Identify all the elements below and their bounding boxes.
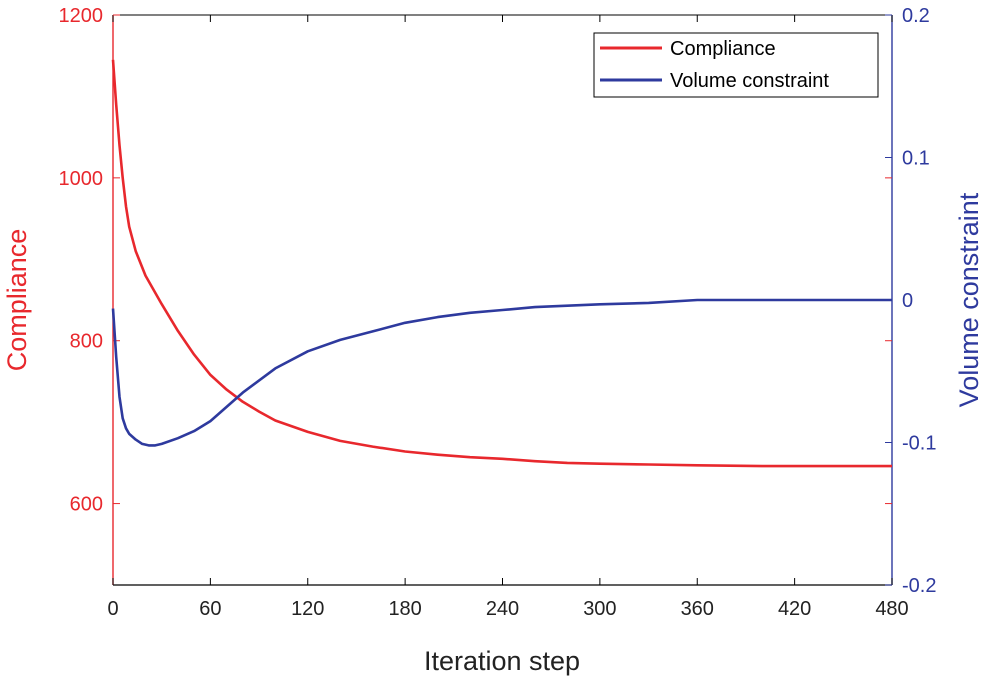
right-y-tick-label: 0.1 [902, 148, 930, 170]
series-line-compliance [111, 59, 892, 468]
right-y-axis-title: Volume constraint [954, 192, 984, 407]
legend-box [593, 32, 879, 98]
x-tick-label: 480 [875, 598, 908, 620]
right-y-axis: -0.2 -0.1 0 0.1 0.2 [885, 5, 936, 597]
x-tick-label: 60 [199, 598, 221, 620]
left-y-tick-label: 600 [70, 494, 103, 516]
left-y-tick-label: 1200 [59, 5, 104, 27]
x-tick-label: 420 [778, 598, 811, 620]
legend-label-compliance: Compliance [670, 38, 776, 60]
left-y-axis: 600 800 1000 1200 [59, 5, 892, 516]
series-layer [111, 59, 892, 468]
legend: Compliance Volume constraint [593, 32, 879, 98]
x-tick-label: 240 [486, 598, 519, 620]
x-tick-label: 360 [681, 598, 714, 620]
right-y-tick-label: 0 [902, 290, 913, 312]
x-tick-label: 120 [291, 598, 324, 620]
x-axis-title: Iteration step [424, 646, 580, 676]
x-axis: 0 60 120 180 240 300 360 420 480 [107, 15, 909, 620]
left-y-axis-title: Compliance [2, 229, 32, 372]
x-tick-label: 300 [583, 598, 616, 620]
x-tick-label: 180 [388, 598, 421, 620]
left-y-tick-label: 800 [70, 331, 103, 353]
right-y-tick-label: -0.1 [902, 433, 936, 455]
right-y-tick-label: -0.2 [902, 575, 936, 597]
series-line-volume-constraint [111, 298, 892, 447]
legend-label-volume-constraint: Volume constraint [670, 70, 829, 92]
left-y-tick-label: 1000 [59, 168, 104, 190]
x-tick-label: 0 [107, 598, 118, 620]
right-y-tick-label: 0.2 [902, 5, 930, 27]
